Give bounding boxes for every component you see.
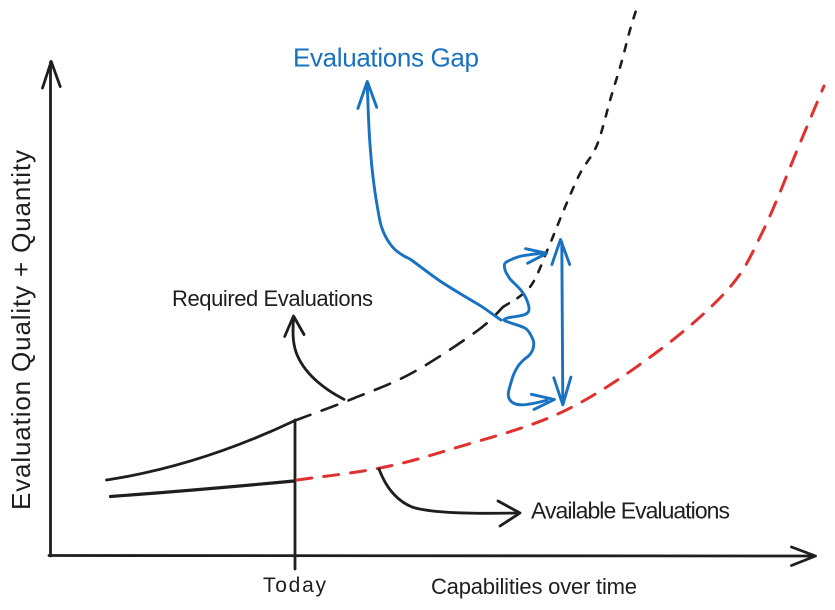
svg-text:Evaluations Gap: Evaluations Gap [293,43,479,73]
svg-text:Available Evaluations: Available Evaluations [531,497,730,523]
svg-text:Evaluation Quality + Quantity: Evaluation Quality + Quantity [6,150,36,510]
svg-text:Required Evaluations: Required Evaluations [172,286,373,311]
svg-text:Today: Today [263,574,327,597]
svg-text:Capabilities over time: Capabilities over time [431,574,637,599]
